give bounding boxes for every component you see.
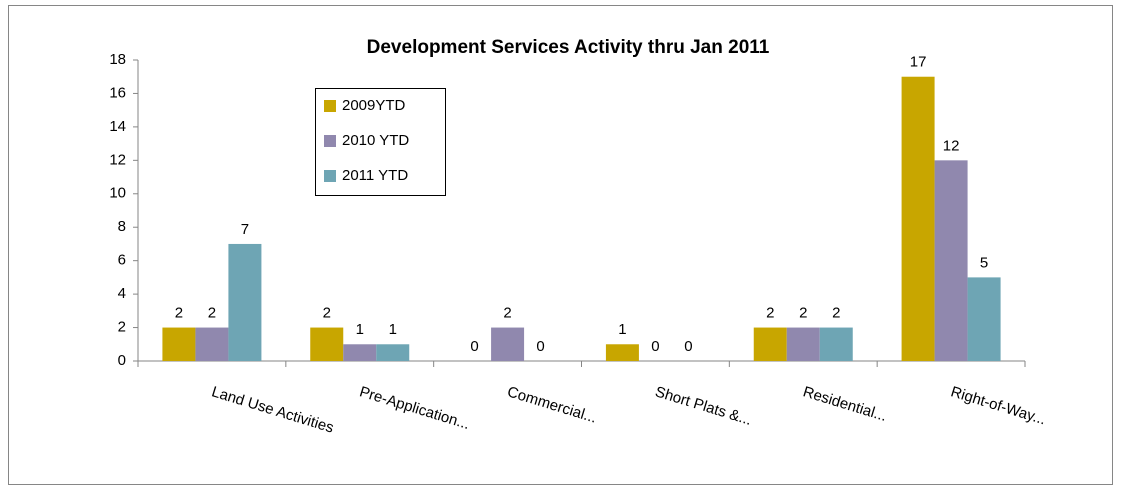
legend-label: 2010 YTD	[342, 132, 409, 149]
data-label: 1	[356, 321, 364, 338]
data-label: 7	[241, 221, 249, 238]
data-label: 12	[943, 137, 960, 154]
bar	[901, 76, 935, 361]
y-tick-label: 10	[109, 185, 126, 202]
bar	[819, 327, 853, 361]
bar	[605, 344, 639, 361]
bar	[491, 327, 525, 361]
data-label: 0	[536, 338, 544, 355]
y-tick-label: 18	[109, 51, 126, 68]
data-label: 2	[832, 305, 840, 322]
bar	[310, 327, 344, 361]
legend-label: 2011 YTD	[342, 167, 408, 184]
y-tick-label: 8	[118, 218, 126, 235]
legend-box	[315, 88, 446, 196]
data-label: 5	[980, 254, 988, 271]
bar	[376, 344, 410, 361]
data-label: 1	[389, 321, 397, 338]
data-label: 2	[323, 305, 331, 322]
legend-swatch	[324, 100, 336, 112]
legend-label: 2009YTD	[342, 97, 406, 114]
data-label: 0	[684, 338, 692, 355]
y-tick-label: 4	[118, 285, 126, 302]
data-label: 0	[470, 338, 478, 355]
chart-title: Development Services Activity thru Jan 2…	[367, 37, 770, 58]
bar	[934, 160, 968, 361]
y-tick-label: 14	[109, 118, 126, 135]
data-label: 2	[503, 305, 511, 322]
data-label: 2	[175, 305, 183, 322]
data-label: 0	[651, 338, 659, 355]
legend-swatch	[324, 170, 336, 182]
bar	[967, 277, 1001, 361]
y-tick-label: 12	[109, 151, 126, 168]
legend-swatch	[324, 135, 336, 147]
bar	[343, 344, 377, 361]
y-tick-label: 0	[118, 352, 126, 369]
data-label: 2	[766, 305, 774, 322]
bar	[195, 327, 229, 361]
data-label: 2	[208, 305, 216, 322]
data-label: 17	[910, 54, 927, 71]
data-label: 1	[618, 321, 626, 338]
bar	[228, 243, 262, 361]
y-tick-label: 16	[109, 84, 126, 101]
bar	[786, 327, 820, 361]
bar	[753, 327, 787, 361]
y-tick-label: 2	[118, 319, 126, 336]
bar	[162, 327, 196, 361]
y-tick-label: 6	[118, 252, 126, 269]
data-label: 2	[799, 305, 807, 322]
